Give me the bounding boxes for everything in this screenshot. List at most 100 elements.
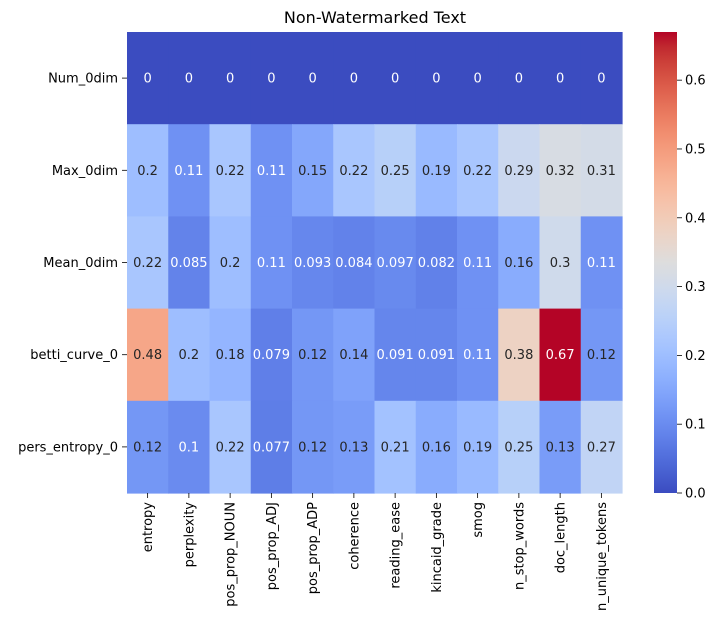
colorbar-tick-label: 0.6 bbox=[685, 74, 706, 89]
cell-label: 0.11 bbox=[463, 256, 492, 271]
cell-label: 0 bbox=[143, 72, 151, 87]
heatmap-cell bbox=[333, 32, 376, 125]
heatmap-cell bbox=[292, 32, 334, 125]
heatmap-cell bbox=[374, 216, 417, 310]
colorbar-tick-label: 0.2 bbox=[685, 349, 706, 364]
cell-label: 0.29 bbox=[504, 164, 533, 179]
cell-label: 0.12 bbox=[133, 440, 162, 455]
cell-label: 0.085 bbox=[170, 256, 207, 271]
y-axis: Num_0dim Max_0dim Mean_0dim betti_curve_0pe… bbox=[18, 72, 127, 455]
cell-label: 0.22 bbox=[463, 164, 492, 179]
cell-label: 0.38 bbox=[504, 348, 533, 363]
x-tick-label: pos_prop_ADJ bbox=[265, 502, 280, 590]
heatmap-cell bbox=[250, 308, 293, 402]
heatmap-cell bbox=[127, 216, 169, 310]
cell-label: 0.2 bbox=[179, 348, 200, 363]
cell-label: 0.11 bbox=[463, 348, 492, 363]
heatmap-cell bbox=[498, 308, 541, 402]
cell-label: 0.11 bbox=[587, 256, 616, 271]
cell-annotations: 0 0 0 0 0 0 0 0 0 0 0 0 0.2 0.11 0.22 0.11 0.15 0.22 0.25 0… bbox=[133, 72, 616, 456]
heatmap-cell bbox=[333, 216, 376, 310]
cell-label: 0.22 bbox=[339, 164, 368, 179]
x-tick-label: smog bbox=[471, 502, 486, 538]
colorbar-tick-label: 0.4 bbox=[685, 211, 706, 226]
heatmap-cell bbox=[415, 32, 458, 125]
cell-label: 0.21 bbox=[381, 440, 410, 455]
chart-title: Non-Watermarked Text bbox=[284, 8, 466, 27]
colorbar-tick-label: 0.1 bbox=[685, 418, 706, 433]
cell-label: 0.22 bbox=[133, 256, 162, 271]
x-tick-label: reading_ease bbox=[389, 502, 404, 589]
cell-label: 0 bbox=[185, 72, 193, 87]
heatmap-cell bbox=[127, 308, 169, 402]
cell-label: 0.19 bbox=[463, 440, 492, 455]
heatmap-cell bbox=[580, 124, 623, 217]
cell-label: 0 bbox=[473, 72, 481, 87]
cell-label: 0.11 bbox=[174, 164, 203, 179]
colorbar-tick-label: 0.0 bbox=[685, 487, 706, 502]
cell-label: 0.19 bbox=[422, 164, 451, 179]
heatmap-cell bbox=[374, 308, 417, 402]
cell-label: 0.079 bbox=[253, 348, 290, 363]
cell-label: 0.093 bbox=[294, 256, 331, 271]
heatmap-cell bbox=[580, 32, 623, 125]
heatmap-cell bbox=[539, 32, 582, 125]
cell-label: 0.25 bbox=[504, 440, 533, 455]
x-tick-label: pos_prop_ADP bbox=[306, 502, 321, 594]
heatmap-cell bbox=[415, 400, 458, 494]
heatmap-cell bbox=[209, 32, 252, 125]
x-tick-label: n_stop_words bbox=[512, 502, 527, 590]
heatmap-cell bbox=[292, 124, 334, 217]
cell-label: 0.084 bbox=[335, 256, 372, 271]
heatmap-cell bbox=[457, 216, 499, 310]
heatmap-cell bbox=[457, 308, 499, 402]
heatmap-cell bbox=[539, 124, 582, 217]
heatmap-cell bbox=[127, 400, 169, 494]
cell-label: 0.22 bbox=[216, 440, 245, 455]
heatmap-cell bbox=[374, 124, 417, 217]
heatmap-cell bbox=[168, 32, 211, 125]
heatmap-cell bbox=[457, 124, 499, 217]
heatmap-cell bbox=[250, 32, 293, 125]
heatmap-cell bbox=[374, 32, 417, 125]
cell-label: 0 bbox=[226, 72, 234, 87]
cell-label: 0 bbox=[267, 72, 275, 87]
cell-label: 0.12 bbox=[587, 348, 616, 363]
cell-label: 0 bbox=[350, 72, 358, 87]
cell-label: 0.32 bbox=[546, 164, 575, 179]
cell-label: 0 bbox=[597, 72, 605, 87]
heatmap-cell bbox=[539, 216, 582, 310]
heatmap-cell bbox=[209, 124, 252, 217]
heatmap-cell bbox=[209, 400, 252, 494]
heatmap-cell bbox=[580, 400, 623, 494]
heatmap-cell bbox=[498, 124, 541, 217]
heatmap-cell bbox=[580, 216, 623, 310]
heatmap-cell bbox=[250, 124, 293, 217]
cell-label: 0.082 bbox=[418, 256, 455, 271]
heatmap-cell bbox=[415, 216, 458, 310]
colorbar-tick-label: 0.5 bbox=[685, 142, 706, 157]
colorbar-gradient bbox=[654, 32, 677, 493]
heatmap-cell bbox=[415, 308, 458, 402]
cell-label: 0.091 bbox=[377, 348, 414, 363]
heatmap-cell bbox=[292, 400, 334, 494]
cell-label: 0.22 bbox=[216, 164, 245, 179]
cell-label: 0.097 bbox=[377, 256, 414, 271]
cell-label: 0.14 bbox=[339, 348, 368, 363]
cell-label: 0.13 bbox=[339, 440, 368, 455]
x-tick-label: coherence bbox=[347, 502, 362, 570]
heatmap-cell bbox=[168, 308, 211, 402]
heatmap-cell bbox=[333, 308, 376, 402]
heatmap-cell bbox=[457, 400, 499, 494]
cell-label: 0.31 bbox=[587, 164, 616, 179]
y-tick-label: Num_0dim bbox=[48, 72, 118, 87]
heatmap-cell bbox=[333, 124, 376, 217]
heatmap-cell bbox=[209, 216, 252, 310]
cell-label: 0.25 bbox=[381, 164, 410, 179]
colorbar: 0.0 0.1 0.2 0.3 0.4 0.5 0.6 bbox=[654, 32, 706, 502]
heatmap-cell bbox=[168, 400, 211, 494]
heatmap-cell bbox=[539, 400, 582, 494]
cell-label: 0.11 bbox=[257, 164, 286, 179]
x-tick-label: doc_length bbox=[554, 502, 569, 573]
cell-label: 0.2 bbox=[137, 164, 158, 179]
